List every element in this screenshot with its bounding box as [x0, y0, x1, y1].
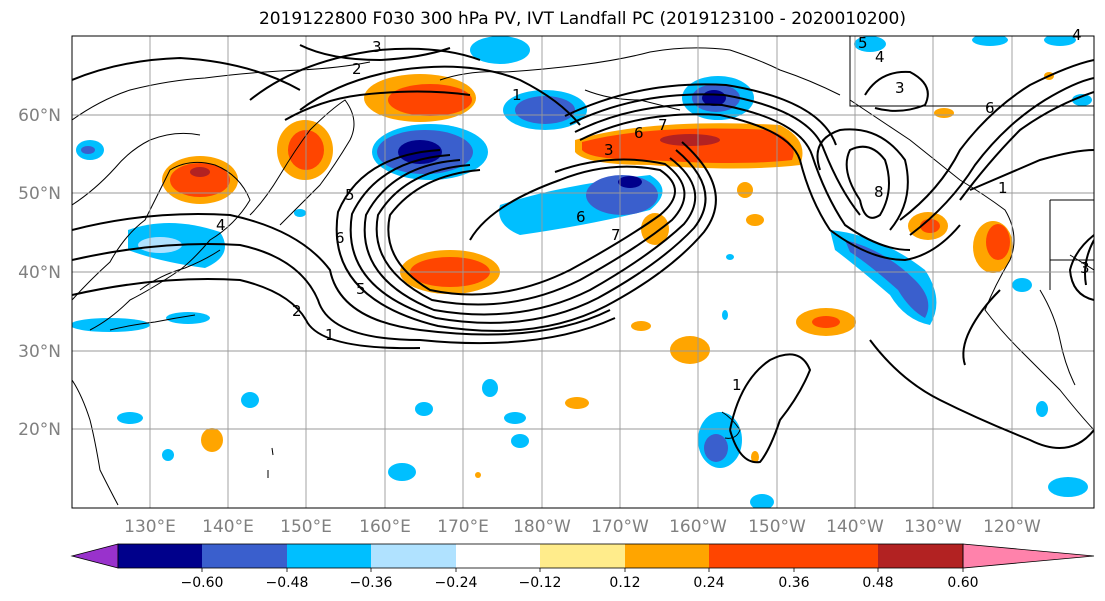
colorbar-tick: −0.60	[181, 575, 224, 591]
colorbar-segment	[794, 544, 878, 568]
colorbar-segment	[118, 544, 202, 568]
lon-label: 130°E	[124, 517, 176, 537]
lat-label: 40°N	[18, 263, 61, 283]
colorbar-segment	[202, 544, 287, 568]
contour-label: 3	[1080, 259, 1090, 277]
colorbar-tick: 0.36	[778, 575, 809, 591]
contour-label: 3	[895, 79, 905, 97]
lon-label: 150°E	[280, 517, 332, 537]
lon-label: 140°E	[202, 517, 254, 537]
contour-label: 1	[998, 179, 1008, 197]
lat-label: 60°N	[18, 106, 61, 126]
colorbar-tick: 0.60	[947, 575, 978, 591]
map-frame	[71, 35, 1095, 509]
contour-label: 3	[372, 38, 382, 56]
colorbar-tick: 0.48	[862, 575, 893, 591]
contour-label: 4	[875, 48, 885, 66]
colorbar-tick: −0.24	[435, 575, 478, 591]
lat-label: 30°N	[18, 342, 61, 362]
contour-label: 8	[874, 183, 884, 201]
lon-label: 170°W	[591, 517, 649, 537]
contour-label: 6	[634, 124, 644, 142]
colorbar-outline	[117, 543, 964, 569]
colorbar-segment	[625, 544, 709, 568]
contour-label: 4	[216, 216, 226, 234]
colorbar-extend-high	[962, 543, 1095, 569]
colorbar-segment	[371, 544, 456, 568]
contour-label: 4	[1072, 26, 1082, 44]
colorbar-tick: −0.48	[266, 575, 309, 591]
contour-label: 1	[512, 86, 522, 104]
contour-label: 6	[335, 229, 345, 247]
colorbar-segment	[287, 544, 371, 568]
longitude-labels: 130°E 140°E 150°E 160°E 170°E 180°W 170°…	[124, 517, 1041, 537]
lon-label: 120°W	[983, 517, 1041, 537]
contour-label: 6	[576, 208, 586, 226]
lat-label: 20°N	[18, 420, 61, 440]
colorbar-segment	[709, 544, 794, 568]
colorbar-tick: 0.12	[609, 575, 640, 591]
contour-label: 1	[732, 376, 742, 394]
inset-box	[849, 36, 1094, 107]
contour-label: 7	[611, 226, 621, 244]
contour-label: 6	[985, 99, 995, 117]
contour-label: 7	[658, 116, 668, 134]
contour-labels: 3 2 1 6 5 4 3 6 7 8 7 6 5 2 1 1 3 4 5 6 …	[216, 26, 1090, 394]
lon-label: 170°E	[437, 517, 489, 537]
map-panel	[72, 36, 1094, 508]
colorbar-tick: −0.12	[519, 575, 562, 591]
plot-title: 2019122800 F030 300 hPa PV, IVT Landfall…	[258, 9, 906, 29]
contour-label: 5	[858, 34, 868, 52]
contour-label: 5	[345, 186, 355, 204]
pv-contours	[72, 44, 1094, 464]
colorbar-tick: 0.24	[693, 575, 724, 591]
lon-label: 180°W	[513, 517, 571, 537]
lon-label: 160°E	[359, 517, 411, 537]
colorbar-segment	[878, 544, 963, 568]
colorbar-segment	[456, 544, 540, 568]
lon-label: 150°W	[748, 517, 806, 537]
contour-label: 5	[356, 280, 366, 298]
colorbar-extend-low	[70, 543, 119, 569]
lon-label: 160°W	[669, 517, 727, 537]
contour-label: 2	[292, 302, 302, 320]
contour-label: 1	[325, 326, 335, 344]
latitude-labels: 60°N 50°N 40°N 30°N 20°N	[18, 106, 61, 440]
colorbar-tick: −0.36	[350, 575, 393, 591]
colorbar: −0.60 −0.48 −0.36 −0.24 −0.12 0.12 0.24 …	[70, 543, 1095, 591]
contour-label: 3	[604, 141, 614, 159]
lon-label: 140°W	[826, 517, 884, 537]
contour-label: 2	[352, 60, 362, 78]
lon-label: 130°W	[904, 517, 962, 537]
colorbar-segment	[540, 544, 625, 568]
positive-anomaly-shading	[162, 72, 1054, 478]
lat-label: 50°N	[18, 184, 61, 204]
